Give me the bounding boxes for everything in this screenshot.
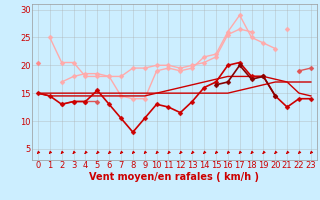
X-axis label: Vent moyen/en rafales ( km/h ): Vent moyen/en rafales ( km/h ): [89, 172, 260, 182]
